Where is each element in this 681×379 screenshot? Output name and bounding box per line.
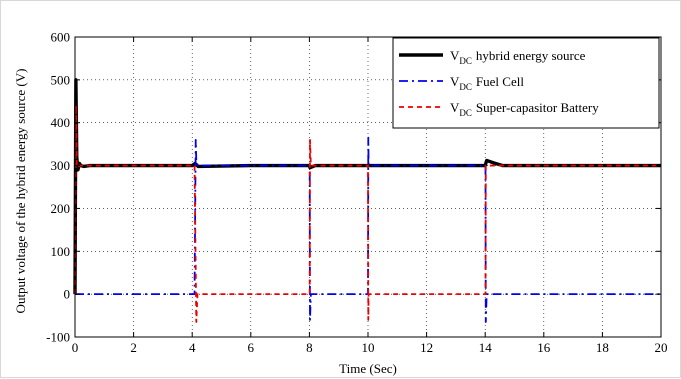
legend-sub-1: DC bbox=[459, 82, 472, 92]
legend-label-0: VDC hybrid energy source bbox=[450, 48, 586, 66]
series-line-2 bbox=[74, 104, 661, 323]
legend-name-1: Fuel Cell bbox=[476, 74, 524, 89]
legend-main-2: V bbox=[450, 100, 460, 115]
x-tick-label-8: 16 bbox=[537, 340, 551, 355]
legend-label-1: VDC Fuel Cell bbox=[450, 74, 524, 92]
x-tick-label-4: 8 bbox=[306, 340, 313, 355]
y-tick-label-7: 600 bbox=[51, 30, 71, 45]
x-tick-label-2: 4 bbox=[189, 340, 196, 355]
legend-sub-0: DC bbox=[459, 56, 472, 66]
x-tick-label-6: 12 bbox=[420, 340, 433, 355]
y-axis-label: Output voltage of the hybrid energy sour… bbox=[13, 69, 28, 314]
x-tick-label-0: 0 bbox=[72, 340, 79, 355]
x-tick-label-3: 6 bbox=[248, 340, 255, 355]
legend-box bbox=[392, 37, 660, 129]
x-tick-label-10: 20 bbox=[655, 340, 668, 355]
y-tick-label-3: 200 bbox=[51, 201, 71, 216]
x-tick-label-7: 14 bbox=[479, 340, 493, 355]
legend-main-0: V bbox=[450, 48, 460, 63]
y-tick-label-5: 400 bbox=[51, 115, 71, 130]
series-layer bbox=[73, 78, 661, 323]
y-tick-label-6: 500 bbox=[51, 72, 71, 87]
x-axis-label: Time (Sec) bbox=[339, 361, 397, 376]
legend-main-1: V bbox=[450, 74, 460, 89]
y-tick-label-0: -100 bbox=[46, 330, 70, 345]
y-tick-label-2: 100 bbox=[51, 244, 71, 259]
legend-name-0: hybrid energy source bbox=[476, 48, 586, 63]
legend-sub-2: DC bbox=[459, 108, 472, 118]
legend-name-2: Super-capasitor Battery bbox=[476, 100, 599, 115]
series-line-1 bbox=[74, 136, 661, 323]
x-tick-label-9: 18 bbox=[596, 340, 609, 355]
legend-label-2: VDC Super-capasitor Battery bbox=[450, 100, 599, 118]
y-tick-label-4: 300 bbox=[51, 158, 71, 173]
x-tick-label-5: 10 bbox=[362, 340, 375, 355]
series-line-0 bbox=[73, 78, 661, 295]
y-tick-label-1: 0 bbox=[64, 287, 71, 302]
x-tick-label-1: 2 bbox=[130, 340, 137, 355]
